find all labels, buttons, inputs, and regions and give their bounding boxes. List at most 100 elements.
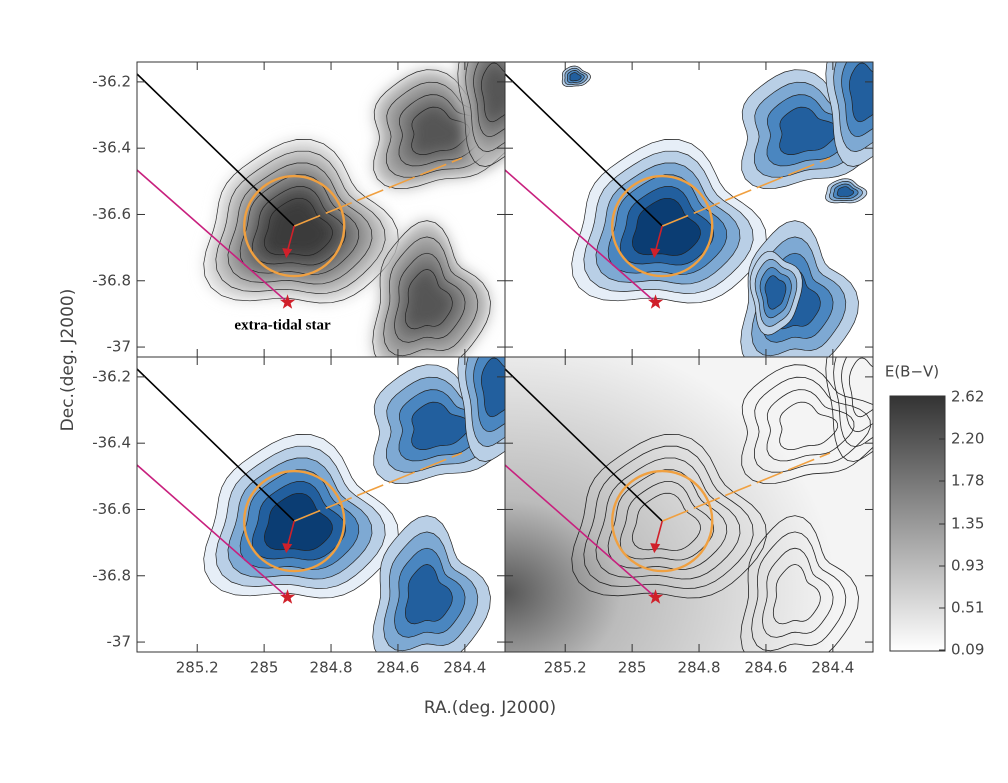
x-tick-label: 284.4 [811, 659, 854, 677]
density-fill [405, 269, 453, 329]
contour [404, 269, 453, 330]
tidal-circle [243, 469, 346, 573]
x-tick-label: 284.8 [310, 659, 353, 677]
y-tick-label: -36.8 [92, 566, 131, 584]
extra-tidal-star [279, 589, 296, 604]
y-axis-label: Dec.(deg. J2000) [58, 289, 78, 432]
magenta-line [137, 169, 289, 303]
contour [372, 220, 491, 357]
y-tick-label: -37 [107, 338, 132, 356]
contour-fill [764, 275, 787, 310]
contour [473, 62, 505, 138]
colorbar-tick-label: 2.62 [951, 388, 984, 406]
density-fill [481, 63, 505, 122]
panel [137, 62, 505, 357]
panel-bg [505, 357, 873, 652]
colorbar-tick-label: 0.93 [951, 557, 984, 575]
arrow-head [650, 543, 661, 554]
contour [631, 492, 701, 551]
contour [398, 94, 487, 167]
contour [619, 481, 715, 561]
contour-fill [779, 106, 839, 155]
magenta-line [137, 464, 289, 598]
contour-fill [404, 564, 453, 625]
contour [772, 563, 821, 625]
extra-tidal-star [279, 294, 296, 309]
contour [595, 457, 741, 580]
x-tick-label: 285 [618, 659, 647, 677]
contour [751, 531, 847, 652]
arrow-head [282, 543, 293, 554]
orange-path [661, 452, 831, 522]
magenta-line [505, 464, 657, 598]
y-tick-label: -36.6 [92, 500, 131, 518]
contour [239, 174, 360, 275]
x-tick-label: 284.6 [744, 659, 787, 677]
y-tick-label: -37 [107, 633, 132, 651]
contour [203, 139, 399, 304]
arrow-head [282, 248, 293, 259]
tidal-circle [611, 469, 714, 573]
contour [383, 236, 479, 357]
contour [740, 515, 859, 652]
orange-path [293, 452, 463, 522]
contour [215, 150, 386, 294]
contour [465, 62, 505, 152]
panel-frame [504, 356, 874, 653]
x-tick-label: 285.2 [544, 659, 587, 677]
x-axis-label: RA.(deg. J2000) [424, 698, 556, 718]
panel [505, 62, 873, 357]
y-tick-label: -36.2 [92, 367, 131, 385]
black-line [505, 73, 663, 227]
colorbar-tick-label: 1.35 [951, 515, 984, 533]
contour [841, 357, 873, 433]
colorbar-tick-label: 0.51 [951, 599, 984, 617]
x-tick-label: 284.6 [376, 659, 419, 677]
panel [137, 357, 505, 652]
black-line [137, 368, 295, 522]
contour-fill [836, 186, 855, 197]
x-tick-label: 284.4 [443, 659, 486, 677]
panel [505, 357, 873, 652]
black-line [137, 73, 295, 227]
contour [263, 197, 333, 256]
colorbar-tick-label: 2.20 [951, 430, 984, 448]
contour [766, 389, 855, 462]
contour-fill [848, 62, 873, 123]
extra-tidal-star [647, 589, 664, 604]
arrow-head [650, 248, 661, 259]
y-tick-label: -36.4 [92, 434, 131, 452]
density-fill [411, 107, 470, 155]
contour [227, 162, 373, 285]
black-line [505, 368, 663, 522]
y-tick-label: -36.4 [92, 139, 131, 157]
contour-fill [411, 401, 471, 450]
motion-arrow [654, 225, 664, 253]
contour [251, 186, 347, 266]
orange-path [293, 157, 463, 227]
colorbar-label: E(B−V) [885, 363, 939, 381]
contour [779, 401, 839, 450]
colorbar-tick-label: 1.78 [951, 472, 984, 490]
colorbar [889, 395, 946, 652]
x-tick-label: 284.8 [678, 659, 721, 677]
orange-path [661, 157, 831, 227]
contour [825, 357, 873, 462]
contour [833, 357, 873, 448]
contour [583, 445, 754, 589]
annotation: extra-tidal star [234, 318, 331, 334]
y-tick-label: -36.2 [92, 72, 131, 90]
contour [411, 106, 471, 155]
magenta-line [505, 169, 657, 303]
contour [571, 433, 767, 599]
contour [754, 376, 871, 473]
colorbar-tick-label: 0.09 [951, 641, 984, 659]
y-tick-label: -36.6 [92, 205, 131, 223]
motion-arrow [286, 225, 296, 253]
contour [386, 81, 503, 178]
y-tick-label: -36.8 [92, 271, 131, 289]
x-tick-label: 285.2 [176, 659, 219, 677]
contour [457, 62, 505, 167]
tidal-circle [611, 174, 714, 278]
